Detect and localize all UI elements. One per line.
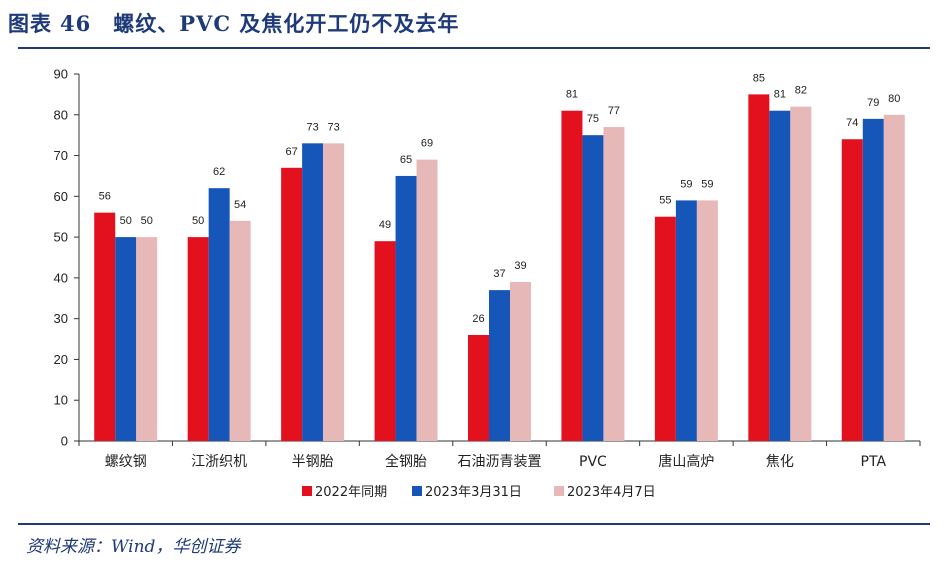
bar	[654, 216, 676, 441]
legend-swatch	[412, 486, 422, 496]
data-label: 74	[846, 117, 858, 129]
data-label: 80	[888, 93, 900, 105]
bar	[696, 200, 718, 441]
data-label: 59	[701, 178, 713, 190]
legend-swatch	[554, 486, 564, 496]
data-label: 82	[795, 85, 807, 97]
bar	[603, 127, 625, 441]
legend-label: 2023年3月31日	[425, 485, 522, 500]
title-rule	[18, 47, 930, 49]
data-label: 77	[608, 105, 620, 117]
footer-rule	[18, 523, 930, 525]
source-note: 资料来源：Wind，华创证券	[26, 537, 241, 557]
bar	[468, 334, 489, 441]
y-tick-label: 70	[54, 148, 68, 163]
category-label: 石油沥青装置	[458, 454, 542, 470]
data-label: 69	[421, 138, 433, 150]
data-label: 56	[99, 191, 111, 203]
data-label: 54	[234, 199, 246, 211]
bar	[281, 167, 303, 442]
bar	[582, 135, 604, 441]
legend-label: 2022年同期	[315, 485, 387, 500]
data-label: 50	[141, 215, 153, 227]
figure-number: 46	[60, 11, 92, 36]
category-label: PTA	[861, 454, 887, 470]
category-label: 半钢胎	[292, 454, 334, 470]
y-tick-label: 60	[54, 189, 68, 204]
legend-item: 2023年3月31日	[412, 485, 522, 500]
bar	[790, 106, 812, 441]
bar	[675, 200, 697, 441]
bar	[323, 143, 345, 442]
y-tick-label: 50	[54, 230, 68, 245]
legend-item: 2022年同期	[302, 485, 387, 500]
bar	[395, 175, 417, 441]
bar	[561, 110, 583, 441]
y-tick-label: 20	[54, 352, 68, 367]
y-tick-label: 0	[61, 434, 68, 449]
bar	[187, 237, 209, 441]
bar	[374, 241, 396, 441]
data-label: 81	[774, 89, 786, 101]
bar	[94, 212, 116, 441]
category-label: 唐山高炉	[658, 453, 714, 470]
bar	[229, 220, 251, 441]
data-label: 67	[285, 146, 297, 158]
category-label: 江浙织机	[191, 454, 247, 470]
category-label: PVC	[579, 454, 607, 470]
figure-title-text: 螺纹、PVC 及焦化开工仍不及去年	[113, 11, 460, 36]
y-tick-label: 80	[54, 107, 68, 122]
bar	[208, 188, 230, 441]
data-label: 26	[472, 313, 484, 325]
category-label: 焦化	[766, 454, 794, 470]
data-label: 55	[659, 195, 671, 207]
y-tick-label: 10	[54, 393, 68, 408]
y-tick-label: 30	[54, 311, 68, 326]
legend-swatch	[302, 486, 312, 496]
bar	[862, 118, 884, 441]
data-label: 62	[213, 166, 225, 178]
data-label: 85	[753, 72, 765, 84]
data-label: 81	[566, 89, 578, 101]
data-label: 65	[400, 154, 412, 166]
data-label: 50	[120, 215, 132, 227]
legend-item: 2023年4月7日	[554, 485, 656, 500]
data-label: 73	[306, 121, 318, 133]
y-tick-label: 40	[54, 270, 68, 285]
category-label: 全钢胎	[385, 453, 427, 470]
bar	[489, 290, 510, 441]
bar	[302, 143, 324, 442]
data-label: 73	[327, 121, 339, 133]
data-label: 49	[379, 219, 391, 231]
bar	[883, 114, 905, 442]
bar	[748, 94, 770, 441]
figure-title: 图表 46 螺纹、PVC 及焦化开工仍不及去年	[8, 8, 459, 38]
y-tick-label: 90	[54, 67, 68, 82]
data-label: 79	[867, 97, 879, 109]
bar	[841, 139, 863, 441]
data-label: 39	[514, 260, 526, 272]
bar	[136, 237, 158, 441]
data-label: 59	[680, 178, 692, 190]
data-label: 75	[587, 113, 599, 125]
legend-label: 2023年4月7日	[567, 485, 656, 500]
bar	[416, 159, 438, 441]
data-label: 37	[493, 268, 505, 280]
data-label: 50	[192, 215, 204, 227]
bar	[115, 237, 137, 441]
figure-label: 图表	[8, 11, 52, 36]
bar	[769, 110, 791, 441]
bar	[510, 281, 531, 441]
category-label: 螺纹钢	[105, 454, 147, 470]
